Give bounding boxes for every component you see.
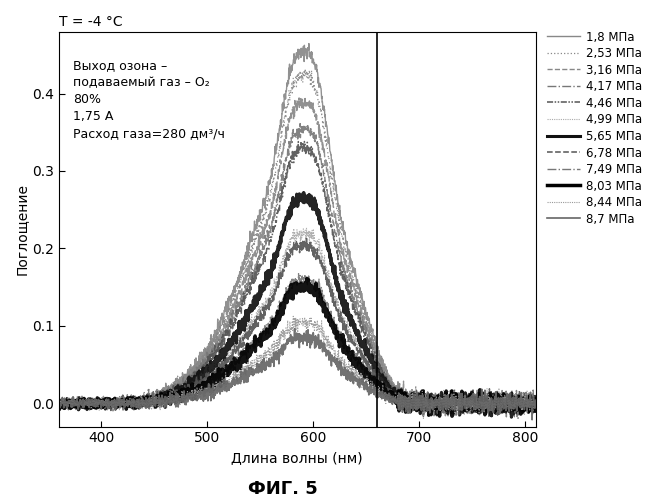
- Text: ФИГ. 5: ФИГ. 5: [248, 480, 318, 498]
- Text: Выход озона –
подаваемый газ – O₂
80%
1,75 А
Расход газа=280 дм³/ч: Выход озона – подаваемый газ – O₂ 80% 1,…: [73, 59, 225, 140]
- Text: T = -4 °C: T = -4 °C: [59, 15, 123, 29]
- X-axis label: Длина волны (нм): Длина волны (нм): [231, 451, 363, 465]
- Y-axis label: Поглощение: Поглощение: [15, 183, 29, 275]
- Legend: 1,8 МПа, 2,53 МПа, 3,16 МПа, 4,17 МПа, 4,46 МПа, 4,99 МПа, 5,65 МПа, 6,78 МПа, 7: 1,8 МПа, 2,53 МПа, 3,16 МПа, 4,17 МПа, 4…: [546, 30, 644, 227]
